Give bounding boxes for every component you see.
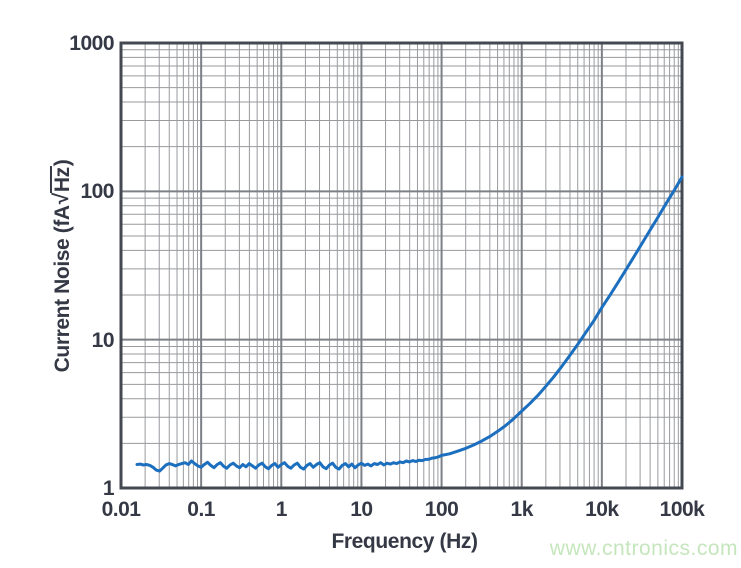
x-tick-label-0.1: 0.1 bbox=[187, 498, 215, 521]
x-axis-title: Frequency (Hz) bbox=[331, 530, 478, 553]
plot-border bbox=[119, 41, 684, 490]
watermark: www.cntronics.com bbox=[549, 537, 738, 560]
x-tick-label-1: 1 bbox=[275, 498, 288, 521]
y-tick-label-1: 1 bbox=[102, 477, 115, 500]
x-tick-label-10k: 10k bbox=[585, 498, 619, 521]
y-tick-label-10: 10 bbox=[91, 328, 115, 352]
y-axis-title-radicand: Hz bbox=[49, 166, 75, 194]
x-tick-label-100: 100 bbox=[424, 498, 459, 521]
y-axis-title: Current Noise (fA√Hz) bbox=[49, 76, 75, 456]
y-tick-label-1000: 1000 bbox=[69, 32, 114, 55]
sqrt-radical-symbol: √ bbox=[49, 193, 73, 205]
x-tick-label-0.01: 0.01 bbox=[101, 498, 141, 521]
series-current-noise-density bbox=[135, 175, 684, 473]
x-tick-label-100k: 100k bbox=[659, 498, 705, 521]
x-tick-label-10: 10 bbox=[350, 498, 373, 521]
y-tick-label-100: 100 bbox=[80, 180, 114, 204]
y-axis-title-suffix: ) bbox=[50, 159, 74, 167]
y-axis-title-prefix: Current Noise (fA bbox=[50, 205, 74, 373]
x-tick-label-1k: 1k bbox=[510, 498, 534, 521]
